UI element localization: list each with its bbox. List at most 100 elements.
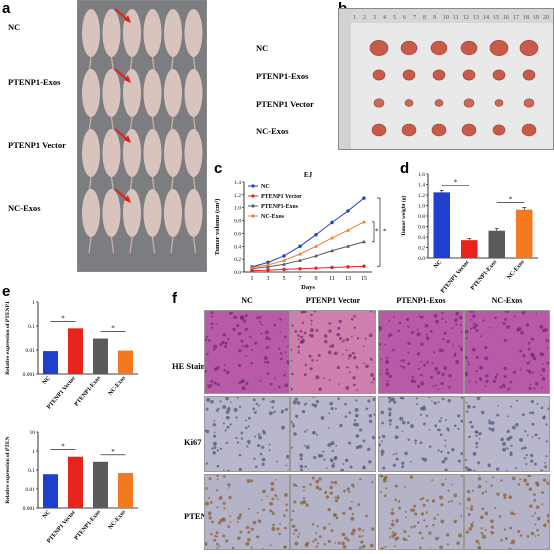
panel-a-row-label: PTENP1 Vector	[8, 140, 66, 150]
histology-cell	[533, 357, 536, 360]
histology-image	[378, 396, 464, 472]
histology-cell	[448, 386, 451, 389]
histology-cell	[223, 507, 225, 509]
histology-cell	[430, 376, 433, 379]
histology-cell	[451, 484, 453, 486]
histology-cell	[460, 347, 463, 351]
histology-cell	[405, 517, 407, 519]
histology-cell	[370, 373, 374, 377]
histology-cell	[416, 328, 418, 330]
histology-cell	[521, 447, 524, 450]
histology-cell	[333, 462, 335, 464]
histology-cell	[437, 371, 440, 374]
chart-c-point	[330, 221, 333, 224]
histology-cell	[499, 515, 502, 518]
histology-cell	[465, 459, 467, 461]
histology-cell	[429, 445, 432, 448]
histology-cell	[300, 457, 303, 460]
histology-cell	[454, 521, 456, 523]
histology-cell	[278, 533, 281, 536]
histology-cell	[227, 426, 230, 429]
histology-cell	[368, 460, 371, 463]
histology-cell	[297, 535, 299, 537]
histology-cell	[440, 433, 443, 436]
histology-cell	[546, 362, 549, 365]
histology-cell	[508, 388, 510, 390]
histology-cell	[429, 429, 431, 431]
histology-cell	[420, 407, 423, 410]
histology-cell	[211, 521, 214, 524]
histology-cell	[293, 400, 297, 404]
histology-cell	[478, 432, 481, 435]
histology-cell	[546, 548, 549, 549]
histology-image	[290, 474, 376, 550]
histology-cell	[313, 397, 315, 398]
histology-cell	[330, 491, 333, 494]
chart-c-point	[298, 245, 301, 248]
histology-cell	[293, 533, 295, 535]
histology-cell	[276, 461, 278, 463]
histology-cell	[348, 411, 351, 414]
chart-e2-ytick-label: 0.01	[25, 487, 35, 493]
ruler-tick: 17	[513, 15, 519, 21]
histology-cell	[485, 380, 488, 383]
histology-cell	[257, 512, 259, 514]
histology-cell	[334, 481, 337, 484]
histology-cell	[294, 330, 297, 333]
histology-cell	[400, 365, 402, 367]
chart-d-bar	[434, 192, 451, 258]
histology-cell	[440, 519, 444, 523]
chart-c-xtick-label: 7	[299, 276, 302, 282]
histology-cell	[216, 535, 218, 537]
histology-cell	[316, 434, 318, 436]
histology-cell	[395, 426, 398, 429]
histology-cell	[529, 412, 531, 414]
histology-cell	[504, 318, 507, 321]
histology-cell	[451, 500, 453, 502]
histology-cell	[396, 537, 399, 540]
histology-cell	[466, 402, 468, 404]
histology-cell	[416, 397, 418, 399]
histology-cell	[466, 337, 468, 339]
histology-cell	[324, 340, 327, 343]
histology-cell	[395, 485, 398, 488]
histology-cell	[461, 331, 463, 333]
histology-cell	[241, 437, 243, 439]
histology-cell	[481, 532, 483, 534]
histology-cell	[362, 535, 364, 537]
histology-cell	[520, 534, 522, 536]
histology-cell	[302, 500, 306, 504]
chart-d-xtick-label: NC	[433, 259, 443, 269]
histology-cell	[410, 526, 412, 528]
histology-cell	[327, 508, 330, 511]
histology-cell	[510, 445, 512, 447]
histology-cell	[457, 428, 459, 430]
chart-d-ytick-label: 0.6	[418, 225, 425, 231]
chart-e2-xtick-label: PTENP1-Exos	[74, 509, 103, 542]
histology-cell	[454, 319, 457, 322]
histology-cell	[528, 342, 531, 345]
histology-image	[464, 310, 550, 394]
histology-cell	[260, 332, 262, 334]
tumor	[401, 41, 417, 55]
histology-cell	[328, 322, 331, 325]
ruler-tick: 12	[463, 15, 469, 21]
histology-cell	[351, 484, 354, 487]
chart-e2-xtick-label: NC	[42, 509, 52, 519]
histology-cell	[433, 517, 436, 520]
histology-cell	[270, 383, 273, 386]
histology-cell	[359, 547, 361, 549]
histology-cell	[397, 329, 399, 331]
histology-cell	[352, 352, 355, 355]
chart-e2-ytick-label: 0.1	[28, 468, 35, 474]
histology-cell	[293, 432, 297, 436]
ruler-tick: 2	[363, 15, 366, 21]
histology-cell	[383, 479, 387, 483]
histology-image	[204, 310, 290, 394]
histology-cell	[536, 483, 539, 486]
mouse-body	[82, 189, 100, 237]
histology-cell	[455, 360, 459, 364]
histology-cell	[374, 311, 375, 313]
histology-cell	[216, 547, 218, 549]
histology-cell	[269, 338, 271, 340]
